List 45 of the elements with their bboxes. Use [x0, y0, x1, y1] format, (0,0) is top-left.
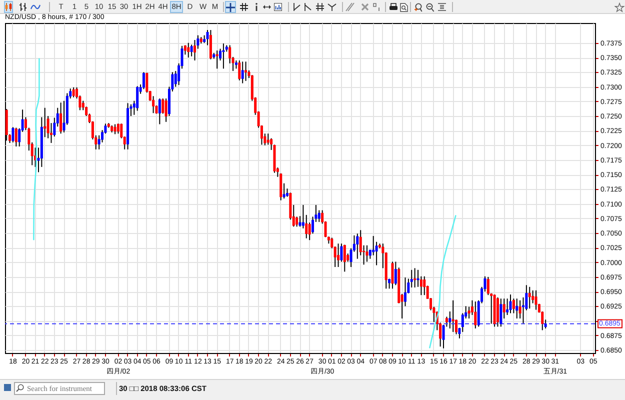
- candlestick: [60, 102, 62, 134]
- candlestick: [337, 243, 340, 268]
- candlestick: [356, 233, 359, 260]
- candlestick: [142, 72, 145, 90]
- candlestick: [241, 61, 244, 84]
- candlestick: [522, 296, 524, 324]
- candlestick: [187, 42, 190, 58]
- candlestick: [516, 298, 518, 319]
- candlestick: [14, 127, 18, 147]
- candlestick: [506, 298, 509, 316]
- candlestick: [500, 298, 502, 328]
- candlestick: [474, 301, 477, 329]
- candlestick: [136, 86, 139, 112]
- candlestick: [209, 30, 212, 60]
- candlestick: [423, 276, 426, 296]
- candlestick: [244, 61, 248, 82]
- candlestick: [528, 286, 531, 310]
- candlestick: [116, 123, 120, 134]
- candlestick: [72, 86, 75, 98]
- candlestick: [343, 244, 346, 272]
- candlestick: [222, 42, 225, 70]
- candlestick: [452, 300, 454, 332]
- candlestick: [238, 60, 241, 81]
- candlestick: [502, 298, 506, 319]
- candlestick: [266, 133, 270, 146]
- candlestick: [445, 316, 448, 328]
- candlestick: [158, 98, 161, 125]
- candlestick: [296, 216, 298, 228]
- candlestick: [190, 44, 193, 57]
- candlestick: [486, 276, 490, 296]
- candlestick: [298, 216, 302, 228]
- candlestick: [518, 300, 522, 319]
- candlestick: [114, 124, 116, 135]
- candlestick: [496, 296, 499, 328]
- candlestick: [509, 294, 512, 314]
- candlestick: [12, 126, 14, 143]
- candlestick: [216, 50, 218, 70]
- candlestick: [414, 268, 416, 288]
- candlestick: [282, 182, 286, 200]
- candlestick: [394, 261, 397, 286]
- candlestick: [366, 244, 368, 262]
- candlestick: [534, 290, 538, 310]
- candlestick: [194, 39, 196, 61]
- candlestick: [391, 261, 394, 290]
- candlestick: [388, 278, 391, 290]
